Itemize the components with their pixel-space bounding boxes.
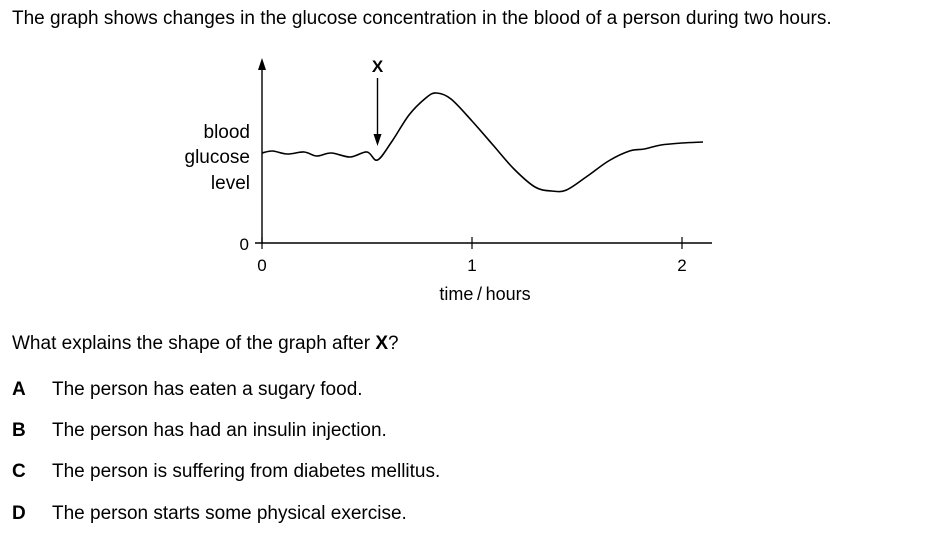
option-text: The person has had an insulin injection. xyxy=(52,420,387,441)
option-letter: B xyxy=(12,420,26,441)
intro-text: The graph shows changes in the glucose c… xyxy=(12,8,832,29)
glucose-graph: blood glucose level 0 0 1 2 time / hours… xyxy=(185,57,712,304)
question-text: What explains the shape of the graph aft… xyxy=(12,333,399,355)
x-tick-label-1: 1 xyxy=(467,256,476,275)
option-b[interactable]: B The person has had an insulin injection… xyxy=(12,420,387,442)
option-letter: D xyxy=(12,503,26,524)
glucose-curve xyxy=(261,92,704,193)
y-axis-label-line-1: blood xyxy=(204,122,251,143)
y-axis-label-line-2: glucose xyxy=(185,147,251,168)
option-c[interactable]: C The person is suffering from diabetes m… xyxy=(12,461,440,483)
option-d[interactable]: D The person starts some physical exercis… xyxy=(12,503,407,525)
question-lead: What explains the shape of the graph aft… xyxy=(12,333,376,354)
y-axis-arrowhead xyxy=(258,58,266,70)
marker-arrowhead xyxy=(373,134,382,146)
x-tick-labels: 0 1 2 xyxy=(257,256,686,275)
question-end: ? xyxy=(388,333,399,354)
option-text: The person is suffering from diabetes me… xyxy=(52,461,441,482)
y-axis-label-line-3: level xyxy=(211,173,250,194)
x-axis-label: time / hours xyxy=(439,284,530,304)
x-tick-label-2: 2 xyxy=(677,256,686,275)
option-letter: C xyxy=(12,461,26,482)
option-text: The person has eaten a sugary food. xyxy=(52,379,363,400)
option-a[interactable]: A The person has eaten a sugary food. xyxy=(12,379,363,401)
marker-x-label: X xyxy=(372,57,384,76)
x-tick-label-0: 0 xyxy=(257,256,266,275)
option-letter: A xyxy=(12,379,26,400)
y-zero-label: 0 xyxy=(240,235,249,254)
question-x-mark: X xyxy=(375,333,389,354)
option-text: The person starts some physical exercise… xyxy=(52,503,407,524)
x-ticks xyxy=(261,237,683,249)
